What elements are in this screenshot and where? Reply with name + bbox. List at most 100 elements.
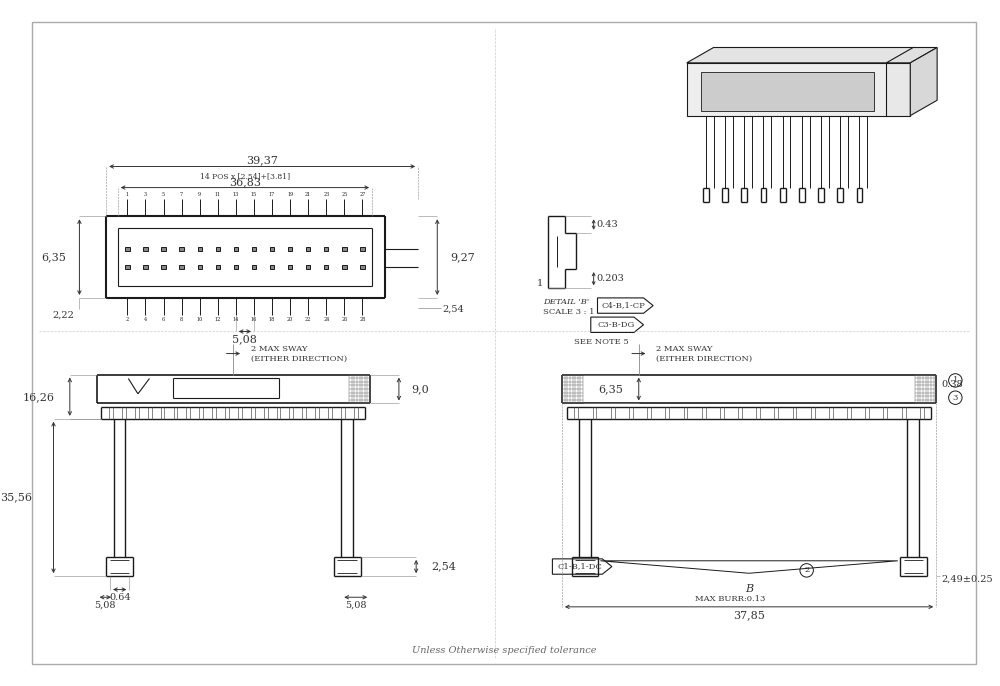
Text: 6,35: 6,35 <box>41 252 66 262</box>
Text: 3: 3 <box>953 394 958 402</box>
Text: 19: 19 <box>287 192 293 197</box>
Text: 16,26: 16,26 <box>22 392 54 402</box>
Text: 10: 10 <box>197 317 203 322</box>
Text: 26: 26 <box>341 317 347 322</box>
Bar <box>161 265 166 270</box>
Text: 0.38: 0.38 <box>941 380 963 389</box>
Polygon shape <box>886 63 910 116</box>
Bar <box>288 247 292 251</box>
Bar <box>306 247 310 251</box>
Text: 6: 6 <box>162 317 165 322</box>
Bar <box>143 247 148 251</box>
Bar <box>270 247 274 251</box>
Text: SCALE 3 : 1: SCALE 3 : 1 <box>543 308 594 316</box>
Text: 0.43: 0.43 <box>597 220 618 229</box>
Text: 37,85: 37,85 <box>733 611 765 620</box>
Bar <box>288 265 292 270</box>
Text: SEE NOTE 5: SEE NOTE 5 <box>574 338 628 346</box>
Text: 4: 4 <box>144 317 147 322</box>
Polygon shape <box>701 73 874 111</box>
Polygon shape <box>888 47 915 116</box>
Text: 6,35: 6,35 <box>599 384 623 394</box>
Text: DETAIL 'B': DETAIL 'B' <box>543 298 589 306</box>
Bar <box>306 265 310 270</box>
Text: 15: 15 <box>251 192 257 197</box>
Text: (EITHER DIRECTION): (EITHER DIRECTION) <box>251 355 347 362</box>
Text: 13: 13 <box>233 192 239 197</box>
Text: 2: 2 <box>804 567 809 574</box>
Text: 9,27: 9,27 <box>451 252 475 262</box>
Text: 9,0: 9,0 <box>411 384 429 394</box>
Bar <box>125 247 130 251</box>
Text: 2,54: 2,54 <box>442 305 464 314</box>
Text: 9: 9 <box>198 192 201 197</box>
Text: 22: 22 <box>305 317 311 322</box>
Text: 16: 16 <box>251 317 257 322</box>
Text: 2,54: 2,54 <box>432 562 456 571</box>
Text: 17: 17 <box>269 192 275 197</box>
Text: 2 MAX SWAY: 2 MAX SWAY <box>656 345 713 353</box>
Text: 1: 1 <box>953 377 958 384</box>
Text: B: B <box>745 584 753 594</box>
Text: 27: 27 <box>359 192 366 197</box>
Text: 11: 11 <box>215 192 221 197</box>
Text: 1: 1 <box>126 192 129 197</box>
Bar <box>342 265 347 270</box>
Bar <box>252 265 256 270</box>
Text: 5,08: 5,08 <box>95 600 116 609</box>
Text: 2 MAX SWAY: 2 MAX SWAY <box>251 345 307 353</box>
Bar <box>360 265 365 270</box>
Text: 21: 21 <box>305 192 311 197</box>
Text: 0.203: 0.203 <box>597 274 624 283</box>
Text: 36,83: 36,83 <box>229 177 261 187</box>
Text: 2,49±0.25: 2,49±0.25 <box>941 574 993 584</box>
Bar <box>179 247 184 251</box>
Text: 0.64: 0.64 <box>109 593 131 602</box>
Polygon shape <box>687 63 888 116</box>
Text: 23: 23 <box>323 192 329 197</box>
Text: 25: 25 <box>341 192 347 197</box>
Bar <box>179 265 184 270</box>
Text: C4-B,1-CP: C4-B,1-CP <box>602 302 645 309</box>
Polygon shape <box>687 47 915 63</box>
Text: C1-B,1-DC: C1-B,1-DC <box>558 563 603 571</box>
Text: 7: 7 <box>180 192 183 197</box>
Text: 39,37: 39,37 <box>246 156 278 166</box>
Text: 1: 1 <box>537 279 543 288</box>
Bar <box>216 247 220 251</box>
Bar <box>198 247 202 251</box>
Text: (EITHER DIRECTION): (EITHER DIRECTION) <box>656 355 752 362</box>
Bar <box>234 247 238 251</box>
Text: 2,22: 2,22 <box>53 311 75 320</box>
Bar <box>161 247 166 251</box>
Text: 35,56: 35,56 <box>0 493 32 502</box>
Text: 14: 14 <box>233 317 239 322</box>
Bar <box>125 265 130 270</box>
Text: 2: 2 <box>126 317 129 322</box>
Text: MAX BURR:0.13: MAX BURR:0.13 <box>695 595 765 603</box>
Text: 8: 8 <box>180 317 183 322</box>
Text: 5,08: 5,08 <box>345 600 366 609</box>
Text: 14 POS x [2.54]+[3.81]: 14 POS x [2.54]+[3.81] <box>200 172 290 180</box>
Bar <box>342 247 347 251</box>
Text: 28: 28 <box>359 317 366 322</box>
Text: 12: 12 <box>215 317 221 322</box>
Text: 5: 5 <box>162 192 165 197</box>
Bar <box>270 265 274 270</box>
Bar <box>234 265 238 270</box>
Polygon shape <box>886 47 937 63</box>
Bar <box>360 247 365 251</box>
Bar <box>198 265 202 270</box>
Text: 18: 18 <box>269 317 275 322</box>
Bar <box>216 265 220 270</box>
Text: Unless Otherwise specified tolerance: Unless Otherwise specified tolerance <box>412 646 597 655</box>
Text: 5,08: 5,08 <box>232 334 257 344</box>
Bar <box>324 265 328 270</box>
Text: 3: 3 <box>144 192 147 197</box>
Text: 24: 24 <box>323 317 329 322</box>
Polygon shape <box>910 47 937 116</box>
Bar <box>252 247 256 251</box>
Text: C3-B-DG: C3-B-DG <box>597 321 634 329</box>
Bar <box>324 247 328 251</box>
Bar <box>143 265 148 270</box>
